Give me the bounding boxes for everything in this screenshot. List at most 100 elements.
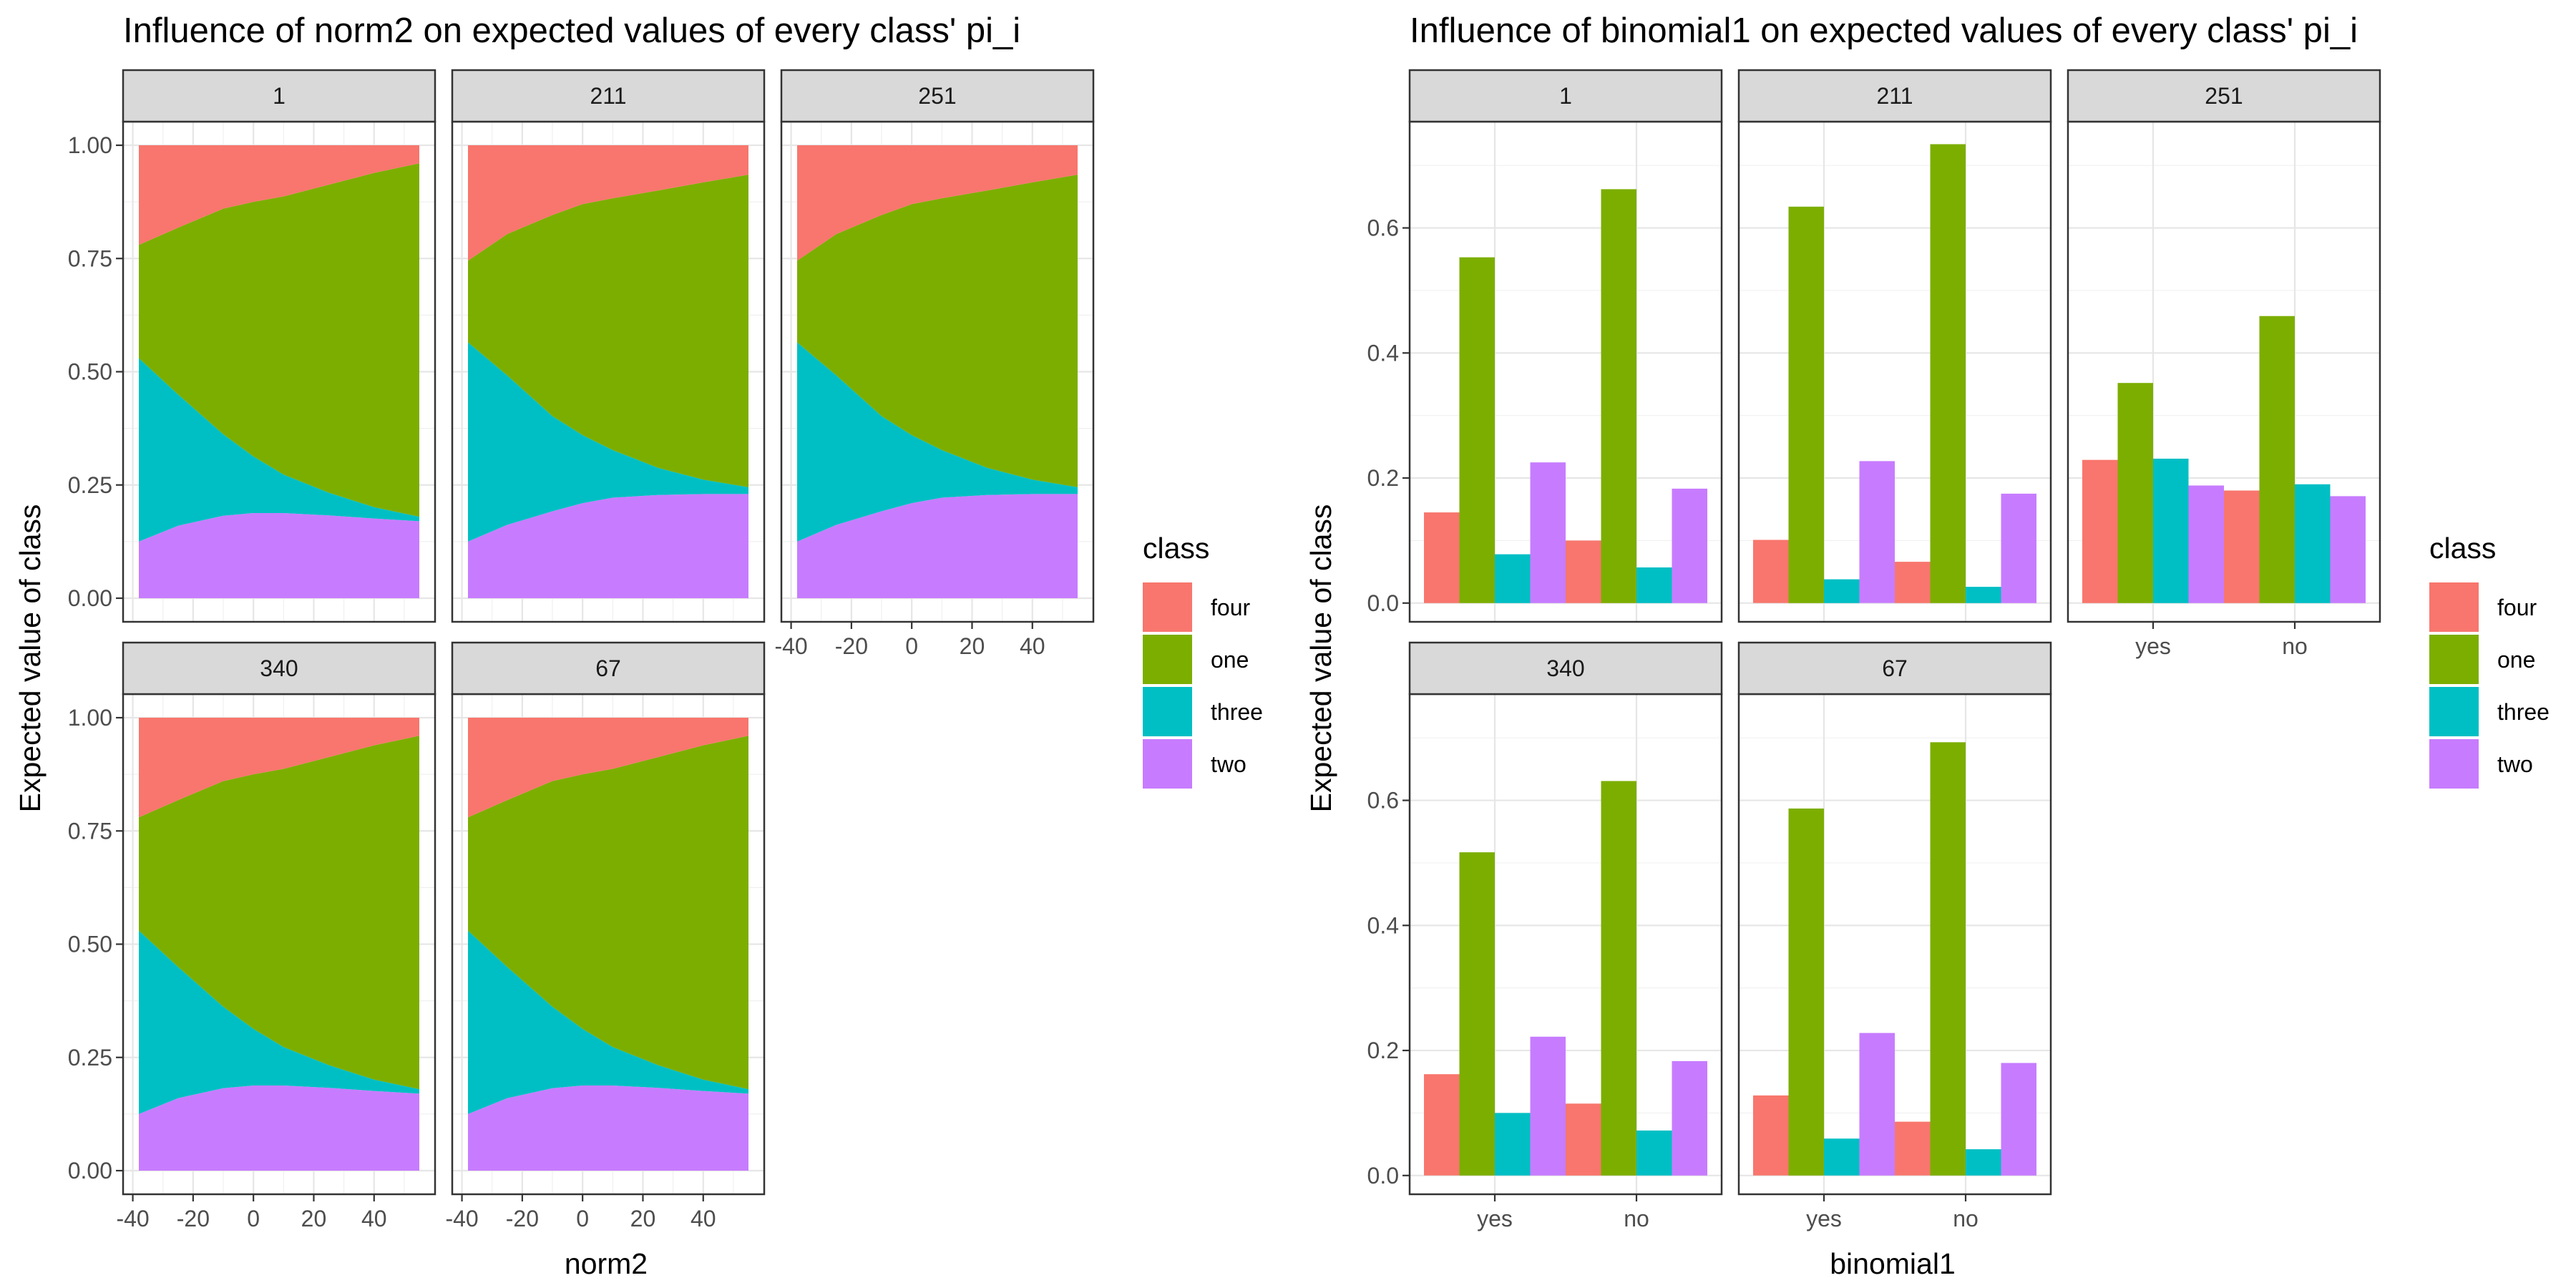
facet-panel: 1 0.00 0.25 0.50 0.75 1.00 [68, 69, 436, 623]
legend-key-three [2429, 687, 2479, 736]
y-tick-label: 1.00 [68, 132, 112, 158]
facet-strip-label: 340 [260, 655, 298, 681]
x-tick-label: -40 [116, 1206, 149, 1231]
area-three [468, 342, 748, 542]
x-tick-label: 40 [1020, 633, 1045, 659]
y-axis-title: Expected value of class [14, 504, 47, 813]
facet-panel: 67 -40 -20 0 20 40 [445, 641, 766, 1231]
y-tick-label: 0.6 [1367, 788, 1399, 814]
legend-key-two [1143, 739, 1192, 789]
legend-label-two: two [1211, 751, 1246, 777]
bar-two-yes [1859, 461, 1895, 603]
area-two [139, 513, 419, 598]
area-two [468, 1085, 748, 1171]
legend: class four one three two [2429, 532, 2550, 789]
legend-label-three: three [1211, 699, 1263, 725]
area-four [797, 145, 1078, 261]
legend-label-two: two [2497, 751, 2533, 777]
facet-strip [2067, 69, 2381, 123]
y-tick-label: 0.2 [1367, 465, 1399, 491]
area-three [139, 930, 419, 1114]
y-tick-label: 0.75 [68, 245, 112, 271]
bar-three-no [1636, 567, 1672, 603]
facet-strip [451, 69, 766, 123]
x-tick-label: no [1953, 1206, 1979, 1231]
bar-two-no [1672, 488, 1707, 603]
bar-one-no [2259, 316, 2295, 603]
legend-label-four: four [2497, 595, 2537, 620]
x-tick-label: yes [1477, 1206, 1513, 1231]
legend-key-one [2429, 635, 2479, 684]
facet-panel: 340 0.0 0.2 0.4 0.6 yes no [1367, 641, 1723, 1231]
bar-three-yes [1824, 579, 1860, 603]
facet-strip [1737, 69, 2052, 123]
facet-panel: 211 [1737, 69, 2052, 623]
bar-four-no [1895, 562, 1931, 603]
bar-two-no [1672, 1060, 1707, 1176]
y-tick-label: 0.50 [68, 359, 112, 385]
x-tick-label: 40 [691, 1206, 716, 1231]
facet-strip-label: 67 [595, 655, 621, 681]
facet-panel: 1 0.0 0.2 0.4 0.6 [1367, 69, 1723, 623]
bar-three-no [1966, 587, 2001, 603]
y-tick-label: 0.6 [1367, 215, 1399, 241]
y-tick-label: 0.4 [1367, 912, 1399, 938]
facet-panel: 67 yes no [1737, 641, 2052, 1231]
legend-label-one: one [2497, 647, 2535, 673]
facet-strip-label: 1 [1559, 83, 1572, 109]
bar-one-no [1930, 742, 1966, 1176]
area-one [468, 736, 748, 1090]
area-three [468, 930, 748, 1114]
area-three [139, 358, 419, 542]
y-tick-label: 0.75 [68, 818, 112, 844]
facet-strip-label: 251 [918, 83, 956, 109]
legend-key-three [1143, 687, 1192, 736]
chart-title: Influence of binomial1 on expected value… [1410, 11, 2358, 50]
area-four [139, 718, 419, 818]
y-tick-label: 0.25 [68, 472, 112, 498]
y-tick-label: 1.00 [68, 705, 112, 731]
x-tick-label: -20 [177, 1206, 210, 1231]
bar-four-no [1566, 1103, 1601, 1176]
x-tick-label: 0 [576, 1206, 589, 1231]
bar-four-yes [1753, 1095, 1789, 1176]
facet-panel: 340 0.00 0.25 0.50 0.75 1.00 -40 -20 0 20 40 [68, 641, 436, 1231]
x-tick-label: 20 [301, 1206, 327, 1231]
x-tick-label: no [2282, 633, 2308, 659]
facet-strip-label: 251 [2205, 83, 2243, 109]
bar-three-yes [1824, 1138, 1860, 1176]
area-one [797, 175, 1078, 487]
bar-four-no [1895, 1121, 1931, 1176]
bar-four-yes [1753, 540, 1789, 603]
legend-title: class [2429, 532, 2496, 565]
y-tick-label: 0.50 [68, 932, 112, 957]
x-axis-title: norm2 [565, 1247, 648, 1280]
legend-key-two [2429, 739, 2479, 789]
y-tick-label: 0.00 [68, 585, 112, 611]
facet-strip-label: 211 [590, 83, 626, 109]
bar-three-no [2295, 484, 2331, 603]
y-tick-label: 0.4 [1367, 340, 1399, 366]
area-two [797, 494, 1078, 598]
legend-label-one: one [1211, 647, 1249, 673]
facet-panels: 1 0.0 0.2 0.4 0.6 211 251 yes no 340 0.0 0.2 0.4 0.6 y… [1367, 69, 2381, 1231]
area-one [139, 163, 419, 517]
bar-four-no [1566, 540, 1601, 603]
bar-one-yes [1788, 206, 1824, 603]
x-tick-label: -40 [445, 1206, 478, 1231]
bar-two-yes [1530, 1036, 1566, 1176]
legend-label-four: four [1211, 595, 1250, 620]
facet-strip [451, 641, 766, 696]
area-four [468, 145, 748, 261]
facet-panel: 211 [451, 69, 766, 623]
y-tick-label: 0.2 [1367, 1038, 1399, 1063]
x-tick-label: 0 [247, 1206, 260, 1231]
area-two [139, 1085, 419, 1171]
facet-strip-label: 340 [1546, 655, 1584, 681]
x-tick-label: 40 [361, 1206, 387, 1231]
facet-strip-label: 211 [1876, 83, 1913, 109]
bar-one-yes [1788, 808, 1824, 1176]
facet-strip [122, 641, 436, 696]
x-tick-label: 20 [960, 633, 985, 659]
